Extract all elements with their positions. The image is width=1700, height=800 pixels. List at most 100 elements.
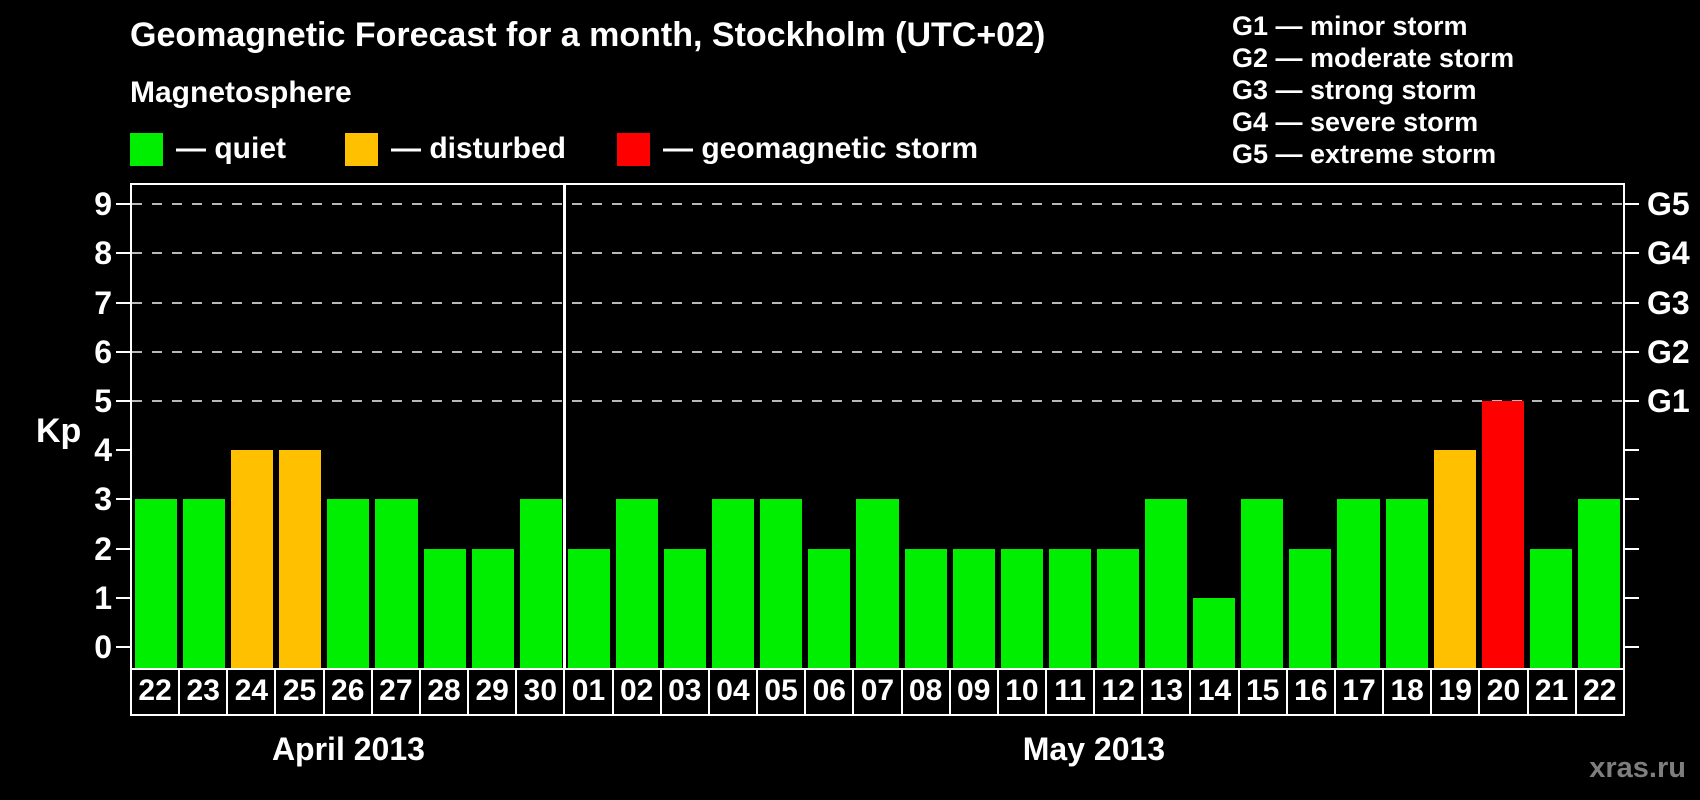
g-axis-tick (1625, 252, 1639, 255)
kp-bar (808, 548, 851, 668)
day-label: 13 (1143, 670, 1192, 714)
y-axis-tick (116, 350, 130, 353)
g-axis-tick (1625, 498, 1639, 501)
day-label: 12 (1095, 670, 1144, 714)
g-axis-label: G5 (1647, 186, 1690, 223)
day-label: 27 (373, 670, 421, 714)
kp-bar (1000, 548, 1043, 668)
watermark: xras.ru (1589, 752, 1686, 784)
y-axis-tick (116, 596, 130, 599)
kp-gridline (132, 203, 1623, 206)
day-label: 07 (854, 670, 903, 714)
day-label: 18 (1384, 670, 1433, 714)
legend-item-storm: — geomagnetic storm (617, 131, 978, 167)
day-label: 20 (1480, 670, 1529, 714)
day-label: 09 (951, 670, 999, 714)
day-label: 14 (1191, 670, 1240, 714)
kp-bar (712, 499, 755, 668)
g-axis-tick (1625, 203, 1639, 206)
kp-bar (327, 499, 370, 668)
kp-bar (1529, 548, 1572, 668)
kp-bar (664, 548, 707, 668)
month-divider-line (563, 185, 567, 668)
kp-bar (1145, 499, 1188, 668)
legend-item-label: — quiet (176, 132, 286, 165)
y-axis-tick-label: 3 (94, 481, 112, 518)
y-axis-label: Kp (36, 412, 82, 450)
y-axis-tick (116, 252, 130, 255)
kp-bar (1048, 548, 1091, 668)
day-label: 03 (662, 670, 710, 714)
kp-bar (1096, 548, 1140, 668)
g-scale-legend-line: G5 — extreme storm (1232, 139, 1497, 169)
day-label: 22 (1583, 674, 1617, 707)
y-axis-tick (116, 400, 130, 402)
quiet-color-swatch (130, 132, 163, 166)
kp-bar (231, 450, 274, 668)
y-axis-tick-label: 0 (94, 629, 112, 665)
kp-bar (760, 499, 803, 668)
kp-gridline (132, 400, 1623, 402)
day-label: 04 (710, 670, 759, 714)
y-axis-tick-label: 6 (94, 333, 112, 370)
day-label: 17 (1336, 670, 1385, 714)
g-axis-label: G4 (1647, 235, 1690, 272)
g-axis-label: G2 (1647, 333, 1690, 370)
chart-title: Geomagnetic Forecast for a month, Stockh… (130, 16, 1046, 54)
legend-item-label: — disturbed (391, 132, 567, 165)
g-axis-tick (1625, 547, 1639, 550)
day-label: 28 (421, 670, 470, 714)
day-label: 30 (517, 670, 566, 714)
day-label: 26 (325, 670, 373, 714)
g-axis-tick (1625, 646, 1639, 648)
g-scale-legend: G1 — minor storm G2 — moderate storm G3 … (1232, 10, 1514, 170)
legend-item-quiet: — quiet (130, 131, 286, 167)
y-axis-tick-label: 5 (94, 383, 112, 419)
g-scale-legend-line: G3 — strong storm (1232, 75, 1477, 105)
y-axis-tick-label: 1 (94, 579, 112, 616)
g-scale-legend-line: G2 — moderate storm (1232, 43, 1515, 73)
kp-bar (1289, 548, 1332, 668)
y-axis-tick (116, 449, 130, 452)
day-label: 19 (1432, 670, 1481, 714)
kp-bar (615, 499, 659, 668)
g-axis-label: G3 (1647, 284, 1690, 321)
day-label: 11 (1047, 670, 1096, 714)
day-label: 21 (1529, 670, 1577, 714)
g-scale-legend-line: G1 — minor storm (1232, 11, 1468, 41)
kp-bar (183, 499, 226, 668)
kp-gridline (132, 252, 1623, 255)
day-axis-row: 22 23 24 25 26 27 28 29 30 01 02 03 04 05 06 07 08 09 10 11… (130, 668, 1625, 716)
y-axis-tick (116, 498, 130, 501)
kp-bar (1577, 499, 1620, 668)
kp-bar (471, 548, 514, 668)
magnetosphere-label: Magnetosphere (130, 76, 352, 109)
y-axis-tick-label: 9 (94, 186, 112, 223)
day-label: 16 (1288, 670, 1336, 714)
kp-bar (952, 548, 995, 668)
kp-bar (135, 499, 178, 668)
day-label: 23 (180, 670, 229, 714)
y-axis-tick-label: 4 (94, 432, 112, 469)
y-axis-tick (116, 203, 130, 206)
g-axis-tick (1625, 449, 1639, 452)
g-axis-tick (1625, 301, 1639, 304)
kp-bar (1193, 597, 1236, 668)
kp-bar (1433, 450, 1476, 668)
day-label: 06 (806, 670, 855, 714)
kp-gridline (132, 301, 1623, 304)
legend-item-label: — geomagnetic storm (663, 132, 979, 165)
g-axis-tick (1625, 400, 1639, 402)
g-axis-tick (1625, 350, 1639, 353)
storm-color-swatch (617, 132, 650, 166)
day-label: 29 (469, 670, 518, 714)
day-label: 05 (758, 670, 807, 714)
y-axis-tick-label: 8 (94, 235, 112, 272)
day-label: 22 (132, 670, 181, 714)
kp-bar (1241, 499, 1284, 668)
kp-bar (279, 450, 322, 668)
day-label: 08 (903, 670, 951, 714)
kp-bar (904, 548, 947, 668)
kp-bar (423, 548, 466, 668)
